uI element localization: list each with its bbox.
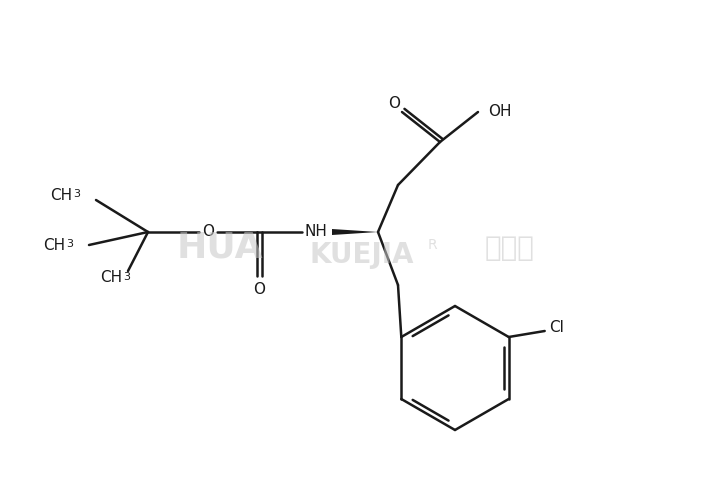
Text: 3: 3 bbox=[73, 189, 80, 199]
Text: OH: OH bbox=[489, 105, 512, 120]
Text: O: O bbox=[253, 281, 265, 297]
Text: Cl: Cl bbox=[549, 320, 564, 335]
Text: KUEJIA: KUEJIA bbox=[310, 241, 415, 269]
Text: O: O bbox=[388, 96, 400, 111]
Text: NH: NH bbox=[305, 225, 327, 240]
Text: O: O bbox=[202, 225, 214, 240]
Polygon shape bbox=[332, 229, 378, 235]
Text: CH: CH bbox=[50, 188, 72, 203]
Text: 3: 3 bbox=[66, 239, 73, 249]
Text: 化学加: 化学加 bbox=[485, 234, 535, 262]
Text: HUA: HUA bbox=[177, 231, 263, 265]
Text: 3: 3 bbox=[123, 272, 130, 282]
Text: CH: CH bbox=[43, 238, 65, 252]
Text: CH: CH bbox=[100, 271, 122, 286]
Text: R: R bbox=[427, 238, 436, 252]
